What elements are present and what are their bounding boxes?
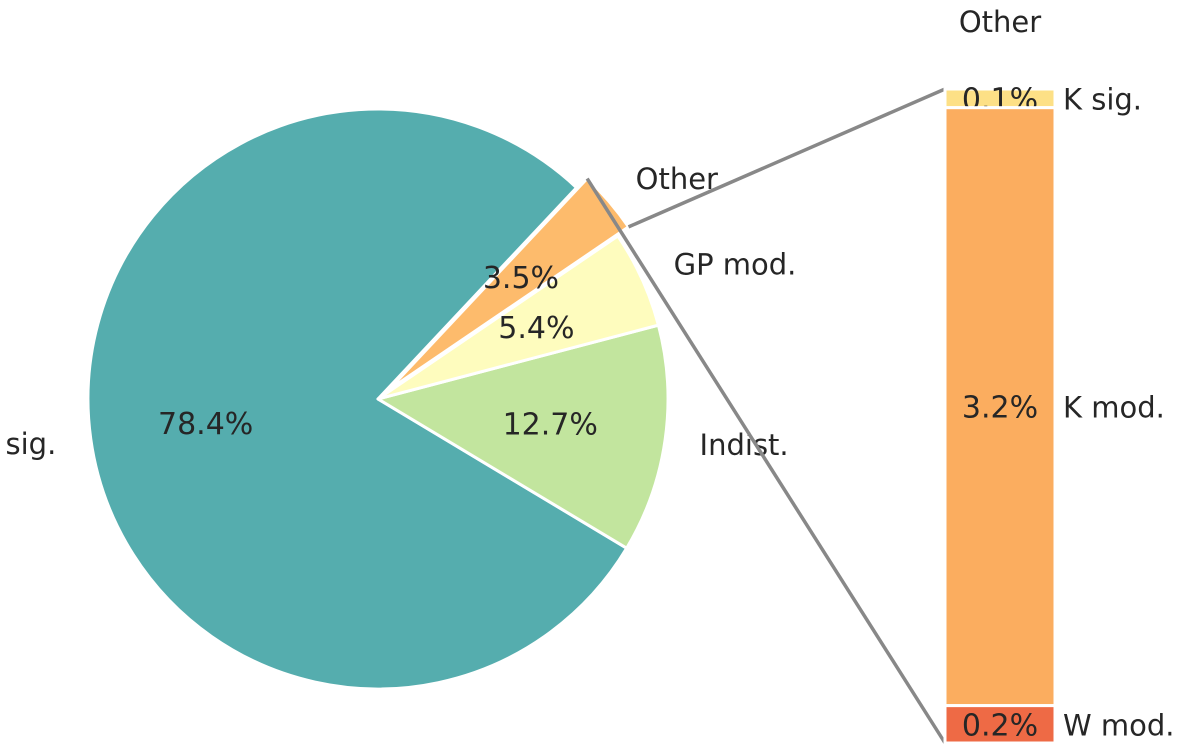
pie-slice-gp-mod <box>376 234 660 401</box>
pie-pct-other: 3.5% <box>483 261 559 296</box>
connector-lines <box>585 87 947 744</box>
bar-segment-w-mod <box>943 704 1057 745</box>
pie-label-indist: Indist. <box>700 428 789 462</box>
bar-title: Other <box>959 5 1041 39</box>
connector-line-bottom <box>585 177 947 744</box>
pie-pct-gp-mod: 5.4% <box>498 311 574 346</box>
pie-pct-gp-sig: 78.4% <box>158 407 253 442</box>
pie-slice-gp-sig <box>86 107 629 691</box>
bar-pct-k-mod: 3.2% <box>962 391 1038 426</box>
pie-label-gp-sig: GP sig. <box>0 427 56 461</box>
bar-label-k-mod: K mod. <box>1063 391 1165 425</box>
pie-pct-indist: 12.7% <box>503 408 598 443</box>
pie-label-gp-mod: GP mod. <box>674 247 797 281</box>
pie-label-other: Other <box>636 162 718 196</box>
bar-label-k-sig: K sig. <box>1063 82 1142 116</box>
bar-segment-k-mod <box>943 106 1057 708</box>
bar-pct-w-mod: 0.2% <box>962 708 1038 743</box>
stacked-bar: 0.1% K sig.3.2% K mod.0.2% W mod. <box>943 82 1175 745</box>
pie-chart: GP sig. 78.4% Indist. 12.7% GP mod. 5.4% Other… <box>0 107 797 691</box>
bar-label-w-mod: W mod. <box>1063 708 1175 742</box>
connector-line-top <box>627 87 946 229</box>
